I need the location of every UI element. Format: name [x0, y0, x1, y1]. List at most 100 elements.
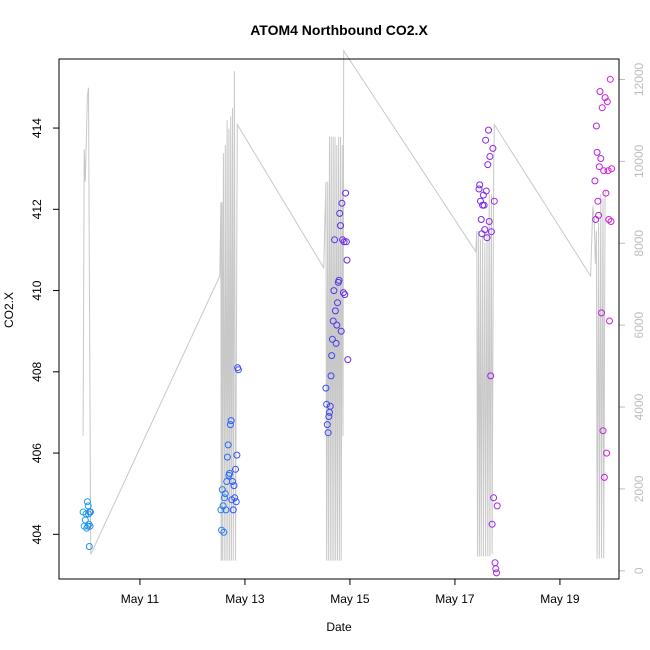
- data-point: [492, 565, 500, 573]
- data-point: [232, 465, 239, 473]
- data-points: [79, 75, 616, 577]
- data-point: [85, 543, 93, 550]
- y2-tick-label: 0: [632, 567, 646, 574]
- data-point: [224, 441, 232, 449]
- data-point: [607, 218, 615, 225]
- data-point: [220, 528, 228, 536]
- data-point: [322, 384, 330, 392]
- data-point: [604, 167, 612, 175]
- data-point: [482, 136, 490, 144]
- data-point: [326, 402, 334, 410]
- data-point: [493, 502, 501, 510]
- data-point: [324, 429, 332, 437]
- data-point: [601, 94, 609, 102]
- data-point: [339, 236, 347, 244]
- data-point: [481, 226, 489, 234]
- data-point: [328, 335, 336, 343]
- data-point: [221, 494, 228, 502]
- data-point: [340, 238, 348, 246]
- y2-tick-label: 2000: [632, 475, 646, 502]
- x-tick-label: May 11: [121, 592, 160, 606]
- data-point: [493, 569, 500, 577]
- data-point: [487, 228, 495, 236]
- data-point: [608, 165, 616, 173]
- secondary-line: [82, 49, 607, 561]
- y2-tick-label: 8000: [632, 230, 646, 257]
- x-tick-label: May 13: [225, 592, 265, 606]
- data-point: [323, 421, 331, 429]
- data-point: [606, 75, 614, 83]
- data-point: [600, 473, 608, 481]
- data-point: [339, 289, 347, 297]
- data-point: [226, 469, 234, 477]
- data-point: [227, 417, 235, 425]
- data-point: [86, 522, 94, 530]
- data-point: [329, 317, 337, 325]
- y-tick-label: 412: [30, 199, 44, 219]
- data-point: [218, 526, 226, 534]
- data-point: [483, 234, 491, 242]
- y-axis-label: CO2.X: [2, 292, 16, 328]
- data-point: [593, 148, 601, 156]
- y2-tick-label: 4000: [632, 393, 646, 420]
- data-point: [598, 309, 605, 317]
- data-point: [82, 510, 90, 518]
- data-point: [341, 291, 349, 299]
- data-point: [229, 478, 236, 485]
- data-point: [86, 508, 94, 516]
- x-tick-label: May 17: [435, 592, 475, 606]
- data-point: [485, 126, 492, 134]
- data-point: [234, 366, 242, 374]
- data-point: [330, 287, 338, 295]
- data-point: [342, 189, 350, 197]
- x-tick-label: May 15: [330, 592, 370, 606]
- y-tick-label: 410: [30, 280, 44, 300]
- data-point: [335, 276, 343, 284]
- data-point: [490, 197, 498, 205]
- data-point: [233, 451, 241, 459]
- data-point: [226, 421, 234, 429]
- data-point: [477, 216, 485, 223]
- y-tick-label: 404: [30, 524, 44, 544]
- data-point: [592, 122, 600, 130]
- data-point: [222, 506, 230, 514]
- data-point: [599, 427, 607, 435]
- data-point: [485, 218, 493, 225]
- data-point: [477, 197, 484, 205]
- data-point: [596, 88, 604, 95]
- data-point: [598, 104, 606, 112]
- data-point: [484, 161, 492, 169]
- data-point: [482, 187, 490, 195]
- data-point: [331, 307, 339, 315]
- data-point: [332, 339, 340, 347]
- data-point: [489, 144, 497, 152]
- data-point: [223, 453, 231, 461]
- secondary-series-line: [82, 49, 607, 561]
- data-point: [600, 167, 608, 175]
- data-point: [83, 498, 91, 506]
- data-point: [591, 177, 599, 185]
- chart-title: ATOM4 Northbound CO2.X: [250, 22, 428, 38]
- data-point: [344, 356, 352, 364]
- data-point: [476, 181, 484, 189]
- data-point: [231, 494, 239, 502]
- data-point: [490, 494, 498, 502]
- data-point: [337, 222, 344, 230]
- data-point: [232, 498, 240, 506]
- data-point: [338, 199, 346, 207]
- data-point: [342, 238, 350, 246]
- data-point: [480, 201, 488, 209]
- data-point: [217, 506, 225, 514]
- data-point: [328, 352, 336, 360]
- data-point: [337, 327, 345, 335]
- y2-tick-label: 12000: [632, 62, 646, 96]
- data-point: [229, 506, 237, 514]
- y2-tick-label: 6000: [632, 311, 646, 338]
- y-tick-label: 406: [30, 443, 44, 463]
- data-point: [603, 98, 611, 106]
- data-point: [333, 321, 341, 329]
- data-point: [595, 211, 603, 219]
- x-tick-label: May 19: [540, 592, 580, 606]
- y2-tick-label: 10000: [632, 144, 646, 178]
